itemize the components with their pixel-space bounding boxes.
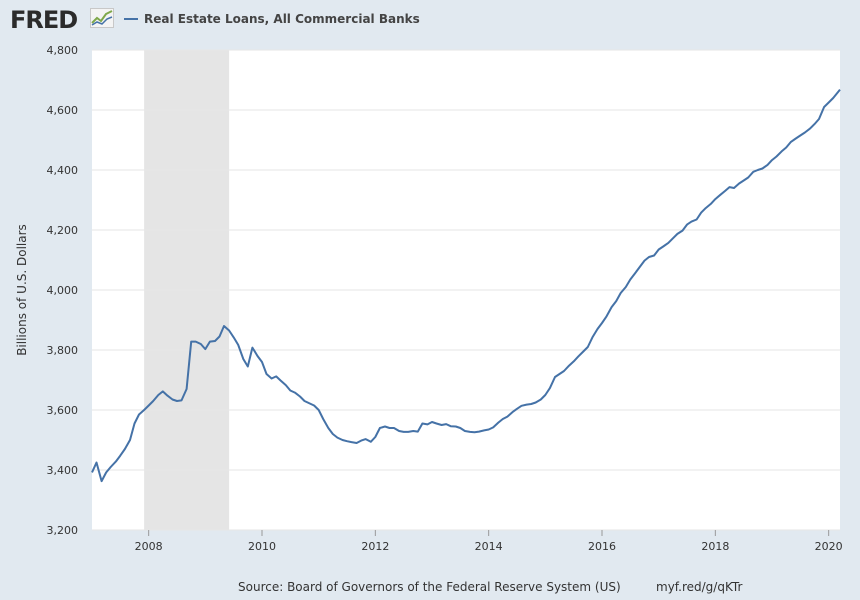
short-link[interactable]: myf.red/g/qKTr xyxy=(656,580,743,594)
y-axis-ticks: 3,200 3,400 3,600 3,800 4,000 4,200 4,400 4,600… xyxy=(47,44,79,537)
x-tick-label: 2010 xyxy=(248,540,276,553)
y-tick-label: 3,800 xyxy=(47,344,79,357)
y-tick-label: 4,400 xyxy=(47,164,79,177)
header: FRED Real Estate Loans, All Commercial B… xyxy=(0,0,860,40)
legend-swatch xyxy=(124,18,138,20)
line-graph-icon xyxy=(90,8,114,28)
x-tick-label: 2020 xyxy=(815,540,843,553)
y-tick-label: 4,800 xyxy=(47,44,79,57)
y-tick-label: 4,600 xyxy=(47,104,79,117)
gridlines-layer xyxy=(92,49,840,531)
chart-legend[interactable]: Real Estate Loans, All Commercial Banks xyxy=(124,11,420,27)
y-tick-label: 3,200 xyxy=(47,524,79,537)
x-tick-label: 2018 xyxy=(701,540,729,553)
y-tick-label: 3,400 xyxy=(47,464,79,477)
series-line-0[interactable] xyxy=(91,88,841,483)
legend-series-label: Real Estate Loans, All Commercial Banks xyxy=(144,12,420,26)
x-tick-label: 2012 xyxy=(361,540,389,553)
fred-logo[interactable]: FRED xyxy=(10,6,78,34)
y-tick-label: 4,200 xyxy=(47,224,79,237)
series-layer xyxy=(91,88,841,483)
source-note: Source: Board of Governors of the Federa… xyxy=(238,580,621,594)
y-tick-label: 3,600 xyxy=(47,404,79,417)
x-tick-label: 2014 xyxy=(475,540,503,553)
x-axis-ticks: 2008 2010 2012 2014 2016 2018 2020 xyxy=(135,530,843,553)
x-tick-label: 2008 xyxy=(135,540,163,553)
x-tick-label: 2016 xyxy=(588,540,616,553)
y-tick-label: 4,000 xyxy=(47,284,79,297)
y-axis-label: Billions of U.S. Dollars xyxy=(15,224,29,356)
